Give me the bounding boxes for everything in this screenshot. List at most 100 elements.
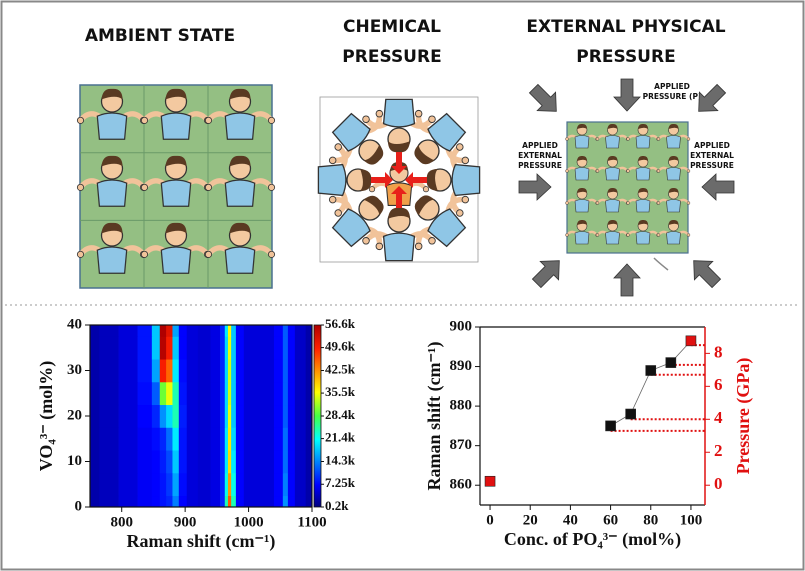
person-hand <box>328 156 337 165</box>
x-tick-label: 40 <box>563 512 578 528</box>
heatmap-cell <box>159 381 167 406</box>
heatmap-cell <box>224 450 229 474</box>
heatmap-cell <box>90 336 100 360</box>
person-hand <box>362 237 370 245</box>
heatmap-cell <box>273 472 284 497</box>
person-body <box>160 246 192 274</box>
heatmap-cell <box>197 495 211 508</box>
person <box>204 222 276 274</box>
heatmap-cell <box>159 325 167 337</box>
panel-title: EXTERNAL PHYSICAL <box>526 17 725 37</box>
heatmap-cell <box>258 325 275 337</box>
heatmap-cell <box>137 472 153 497</box>
pressure-arrow <box>531 260 560 289</box>
heatmap-cell <box>287 472 296 497</box>
person-hand <box>565 233 569 237</box>
person-hair <box>426 168 438 192</box>
person-body <box>635 167 651 181</box>
heatmap-cell <box>287 381 296 406</box>
panel-title: AMBIENT STATE <box>85 26 235 46</box>
heatmap-cell <box>118 495 138 508</box>
person-body <box>451 163 481 197</box>
heatmap-cell <box>305 336 313 360</box>
person-hand <box>267 250 276 258</box>
person-hand <box>686 137 691 141</box>
y2-tick-label: 2 <box>714 441 723 460</box>
person-body <box>160 112 192 140</box>
heatmap-cell <box>224 359 229 383</box>
person-hair <box>229 222 251 234</box>
heatmap-cell <box>287 325 296 337</box>
heatmap-cell <box>294 359 307 383</box>
heatmap-cell <box>282 381 289 406</box>
heatmap-cell <box>137 359 153 383</box>
heatmap-cell <box>224 404 229 428</box>
heatmap-cell <box>151 472 161 497</box>
person-hand <box>140 250 149 258</box>
heatmap-cell <box>224 325 229 337</box>
heatmap-cell <box>118 427 138 451</box>
heatmap-cell <box>282 472 289 497</box>
heatmap-cell <box>137 450 153 474</box>
person-body <box>605 199 620 213</box>
person-hair <box>165 155 187 167</box>
person-hand <box>565 201 569 205</box>
heatmap-cell <box>258 381 275 406</box>
person-hand <box>686 169 691 173</box>
heatmap-cell <box>243 325 259 337</box>
person-hand <box>414 242 423 251</box>
person-hand <box>626 137 630 141</box>
colorbar-tick-label: 7.25k <box>325 475 356 490</box>
heatmap-cell <box>282 495 289 508</box>
heatmap-cell <box>273 495 284 508</box>
heatmap-cell <box>166 495 173 508</box>
heatmap-cell <box>210 450 221 474</box>
y-axis-label: VO₄³⁻ (mol%) <box>36 361 57 471</box>
heatmap-cell <box>243 427 259 451</box>
heatmap-cell <box>243 495 259 508</box>
x-tick-label: 900 <box>174 514 197 530</box>
heatmap-cell <box>210 336 221 360</box>
person-hair <box>577 155 587 161</box>
heatmap-cell <box>118 450 138 474</box>
heatmap-cell <box>294 427 307 451</box>
heatmap-cell <box>227 325 232 337</box>
person <box>204 88 276 140</box>
heatmap-cell <box>90 427 100 451</box>
person-hair <box>668 123 679 129</box>
heatmap-cell <box>210 359 221 383</box>
person-body <box>666 167 681 181</box>
person <box>565 123 599 149</box>
heatmap-cell <box>178 404 188 428</box>
heatmap-cell <box>210 404 221 428</box>
person <box>595 123 630 149</box>
heatmap-cell <box>172 404 180 428</box>
heatmap-cell <box>197 359 211 383</box>
heatmap-cell <box>90 404 100 428</box>
person-hand <box>456 143 464 151</box>
heatmap-cell <box>294 404 307 428</box>
heatmap-cell <box>220 472 226 497</box>
y-tick-label: 0 <box>75 498 83 514</box>
person-body <box>574 167 590 181</box>
arrow-label: EXTERNAL <box>518 151 562 160</box>
person-hand <box>595 233 600 237</box>
heatmap-cell <box>118 325 138 337</box>
pressure-arrow <box>698 83 727 112</box>
y-tick-label: 890 <box>450 358 473 374</box>
person-body <box>605 135 620 149</box>
heatmap-cell <box>197 336 211 360</box>
x-tick-label: 60 <box>603 512 618 528</box>
heatmap-cell <box>210 381 221 406</box>
heatmap-cell <box>235 427 245 451</box>
person-body <box>331 208 371 248</box>
person <box>565 155 599 181</box>
y2-tick-label: 4 <box>714 408 723 427</box>
person-body <box>666 135 681 149</box>
person-body <box>382 98 416 128</box>
heatmap-cell <box>99 359 119 383</box>
y2-axis-label: Pressure (GPa) <box>733 358 754 475</box>
heatmap-cell <box>224 336 229 360</box>
pressure-arrow <box>613 263 641 297</box>
person-hand <box>76 116 85 124</box>
